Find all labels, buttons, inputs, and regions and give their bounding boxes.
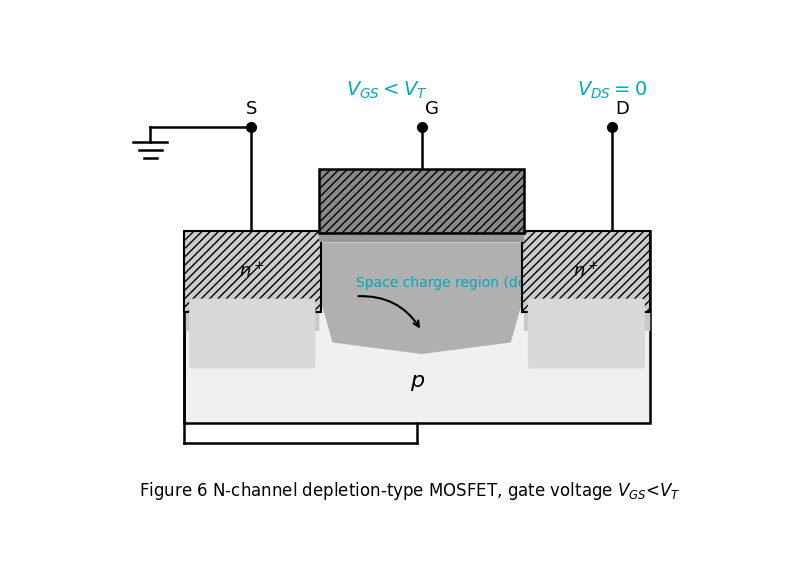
Polygon shape — [524, 242, 650, 331]
FancyBboxPatch shape — [189, 298, 315, 369]
Text: S: S — [246, 100, 257, 118]
Text: $n^+$: $n^+$ — [574, 262, 599, 281]
Text: $n^+$: $n^+$ — [239, 262, 266, 281]
Text: $V_{GS} < V_T$: $V_{GS} < V_T$ — [346, 80, 427, 101]
Bar — [184, 231, 321, 312]
Text: G: G — [426, 100, 439, 118]
FancyBboxPatch shape — [528, 298, 645, 369]
Text: Space charge region (depletion layer): Space charge region (depletion layer) — [356, 276, 619, 290]
Bar — [319, 169, 524, 233]
Text: p: p — [410, 371, 424, 391]
Bar — [319, 231, 524, 242]
Text: Figure 6 N-channel depletion-type MOSFET, gate voltage $V_{GS}$<$V_T$: Figure 6 N-channel depletion-type MOSFET… — [139, 480, 681, 502]
Polygon shape — [184, 242, 321, 331]
Text: $V_{DS} = 0$: $V_{DS} = 0$ — [577, 80, 646, 101]
Text: D: D — [615, 100, 630, 118]
Bar — [184, 231, 650, 423]
Bar — [522, 231, 650, 312]
Polygon shape — [319, 242, 524, 354]
